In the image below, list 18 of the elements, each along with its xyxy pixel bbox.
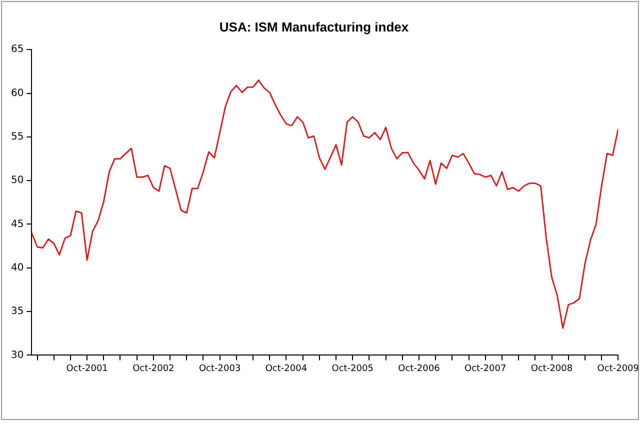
x-tick-label: Oct-2006 — [398, 364, 440, 374]
x-tick-label: Oct-2004 — [265, 364, 308, 374]
y-tick-label: 30 — [10, 350, 24, 361]
x-tick-label: Oct-2001 — [66, 364, 108, 374]
x-tick-label: Oct-2005 — [332, 364, 374, 374]
x-tick-label: Oct-2007 — [464, 364, 506, 374]
x-tick-label: Oct-2003 — [198, 364, 241, 374]
x-tick-label: Oct-2002 — [132, 364, 174, 374]
y-tick-label: 45 — [10, 218, 24, 230]
x-tick-label: Oct-2008 — [530, 364, 573, 374]
y-tick-label: 60 — [10, 88, 24, 99]
y-tick-label: 50 — [10, 175, 24, 186]
y-tick-label: 55 — [10, 132, 24, 143]
y-tick-label: 65 — [10, 44, 24, 56]
y-tick-label: 40 — [10, 262, 24, 274]
chart-title: USA: ISM Manufacturing index — [219, 19, 410, 34]
y-tick-label: 35 — [10, 306, 24, 318]
x-tick-label: Oct-2009 — [597, 364, 640, 374]
